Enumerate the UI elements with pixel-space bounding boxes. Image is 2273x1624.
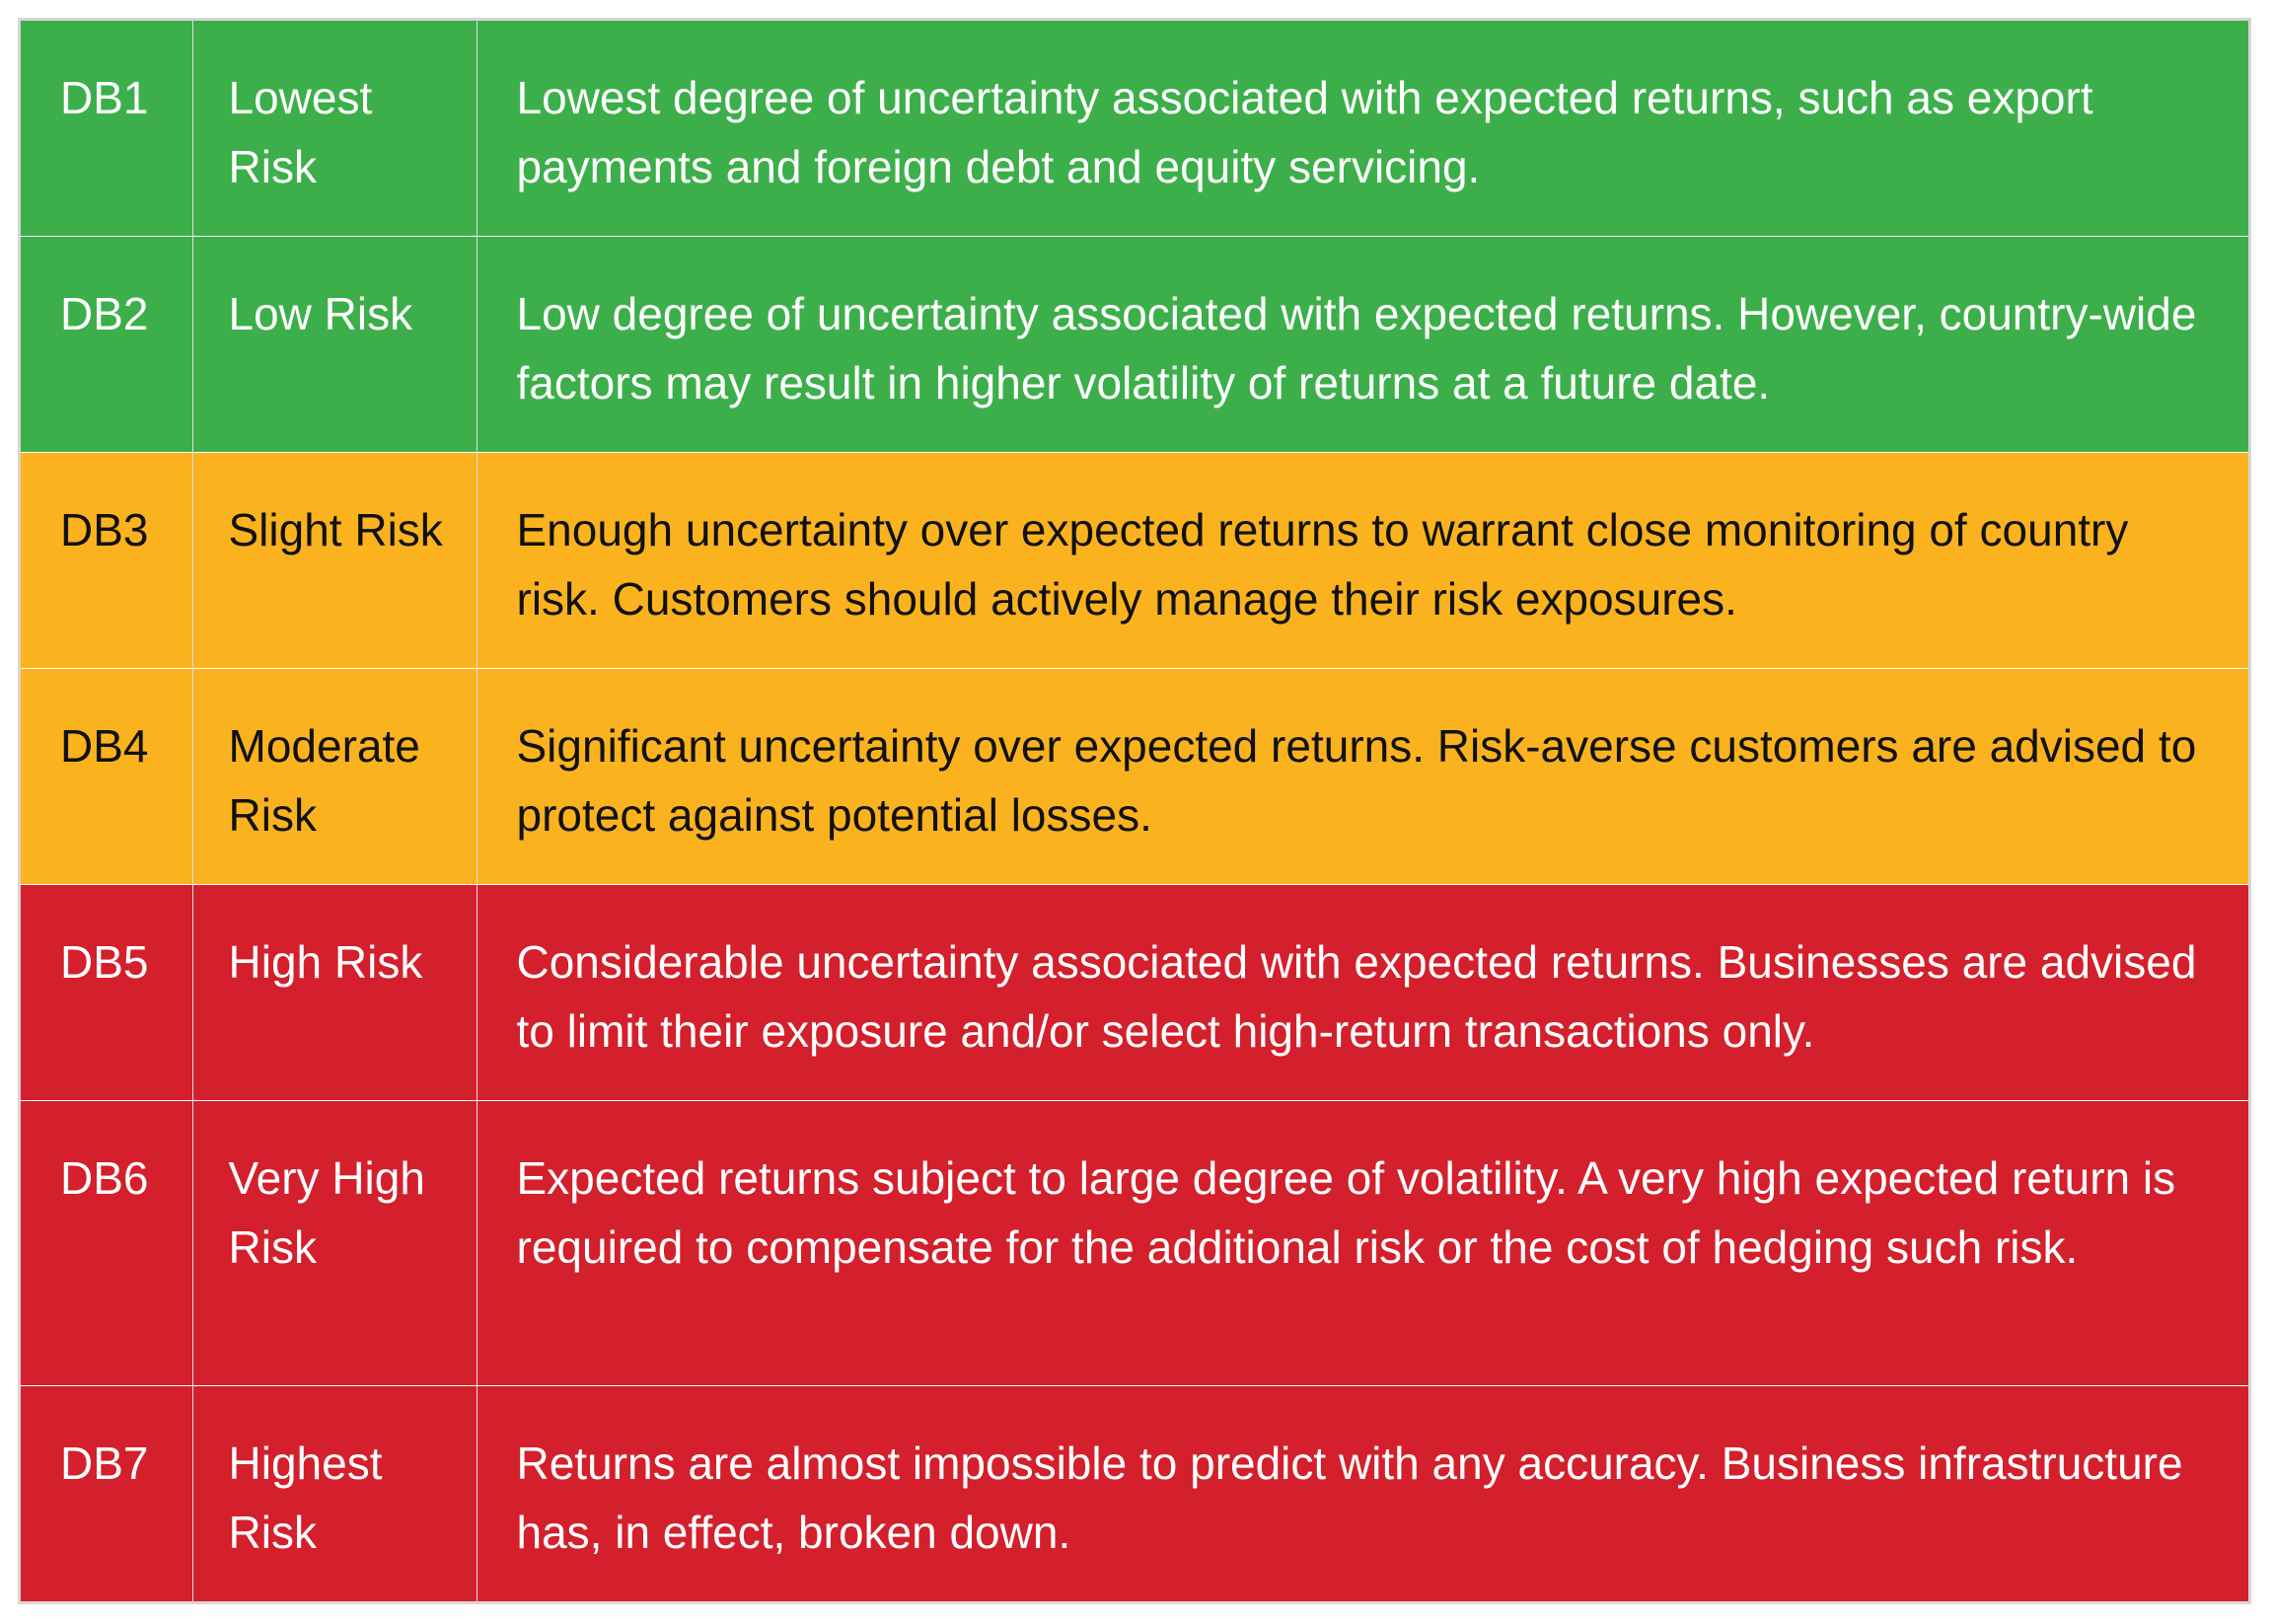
- risk-rating-table-frame: DB1 Lowest Risk Lowest degree of uncerta…: [18, 18, 2251, 1604]
- risk-rating-table: DB1 Lowest Risk Lowest degree of uncerta…: [21, 21, 2248, 1602]
- risk-description-cell: Returns are almost impossible to predict…: [477, 1385, 2248, 1602]
- risk-category-cell: Moderate Risk: [192, 668, 477, 885]
- table-row-db2: DB2 Low Risk Low degree of uncertainty a…: [21, 236, 2248, 453]
- risk-code-cell: DB5: [21, 884, 193, 1101]
- risk-code-cell: DB7: [21, 1385, 193, 1602]
- table-row-db4: DB4 Moderate Risk Significant uncertaint…: [21, 668, 2248, 885]
- risk-code-cell: DB3: [21, 452, 193, 669]
- table-row-db6: DB6 Very High Risk Expected returns subj…: [21, 1100, 2248, 1386]
- risk-description-cell: Considerable uncertainty associated with…: [477, 884, 2248, 1101]
- risk-description-cell: Significant uncertainty over expected re…: [477, 668, 2248, 885]
- table-row-db7: DB7 Highest Risk Returns are almost impo…: [21, 1385, 2248, 1602]
- risk-category-cell: Very High Risk: [192, 1100, 477, 1386]
- risk-description-cell: Lowest degree of uncertainty associated …: [477, 21, 2248, 237]
- risk-category-cell: Lowest Risk: [192, 21, 477, 237]
- risk-code-cell: DB2: [21, 236, 193, 453]
- risk-code-cell: DB4: [21, 668, 193, 885]
- risk-category-cell: Slight Risk: [192, 452, 477, 669]
- risk-category-cell: Highest Risk: [192, 1385, 477, 1602]
- table-row-db1: DB1 Lowest Risk Lowest degree of uncerta…: [21, 21, 2248, 237]
- table-row-db3: DB3 Slight Risk Enough uncertainty over …: [21, 452, 2248, 669]
- risk-code-cell: DB1: [21, 21, 193, 237]
- risk-description-cell: Expected returns subject to large degree…: [477, 1100, 2248, 1386]
- risk-description-cell: Low degree of uncertainty associated wit…: [477, 236, 2248, 453]
- risk-category-cell: Low Risk: [192, 236, 477, 453]
- risk-code-cell: DB6: [21, 1100, 193, 1386]
- risk-description-cell: Enough uncertainty over expected returns…: [477, 452, 2248, 669]
- risk-category-cell: High Risk: [192, 884, 477, 1101]
- table-row-db5: DB5 High Risk Considerable uncertainty a…: [21, 884, 2248, 1101]
